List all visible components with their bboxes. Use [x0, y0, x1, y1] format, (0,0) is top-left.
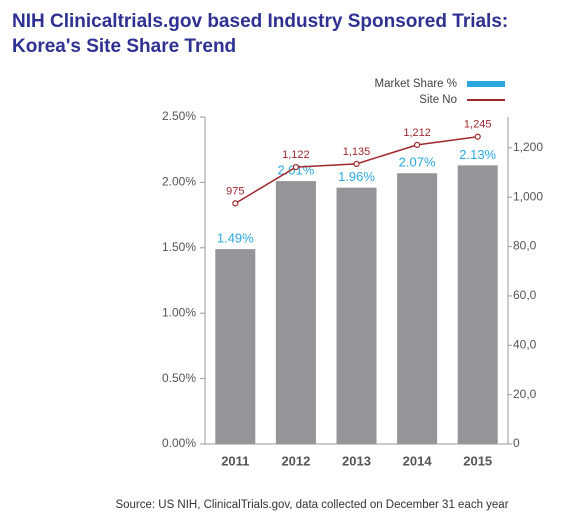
x-tick-label: 2011: [221, 453, 249, 468]
legend-label: Market Share %: [375, 78, 457, 90]
x-tick-label: 2015: [463, 453, 492, 468]
y-tick-label: 2.00%: [162, 175, 196, 189]
line-value-label: 975: [226, 185, 244, 197]
chart-subtitle: Korea's Site Share Trend: [12, 36, 236, 57]
y2-tick-label: 60,0: [513, 288, 537, 302]
y-tick-label: 1.00%: [162, 305, 196, 319]
line-value-label: 1,135: [343, 146, 371, 158]
y-tick-label: 1.50%: [162, 240, 196, 254]
y2-tick-label: 40,0: [513, 337, 537, 351]
bar: [397, 173, 438, 444]
y-tick-label: 0.00%: [162, 436, 196, 450]
y-tick-label: 2.50%: [162, 109, 196, 123]
line-value-label: 1,122: [282, 149, 310, 161]
line-value-label: 1,212: [403, 127, 431, 139]
legend-swatch: [467, 81, 505, 87]
y2-tick-label: 1,200: [513, 140, 543, 154]
line-point: [414, 141, 421, 148]
bar: [457, 165, 498, 444]
legend-label: Site No: [419, 94, 457, 106]
x-tick-label: 2014: [403, 453, 433, 468]
y2-tick-label: 0: [513, 436, 520, 450]
y2-tick-label: 1,000: [513, 189, 543, 203]
bar: [215, 249, 256, 444]
chart-title: NIH Clinicaltrials.gov based Industry Sp…: [12, 11, 508, 32]
bar-value-label: 2.07%: [399, 155, 436, 170]
line-point: [232, 200, 239, 207]
bar: [275, 181, 316, 445]
line-point: [292, 163, 299, 171]
source-note: Source: US NIH, ClinicalTrials.gov, data…: [115, 499, 508, 511]
bar-value-label: 1.96%: [338, 169, 375, 184]
y2-tick-label: 80,0: [513, 239, 537, 253]
y-tick-label: 0.50%: [162, 371, 196, 385]
line-value-label: 1,245: [464, 119, 492, 131]
line-point: [474, 133, 481, 140]
bar-value-label: 1.49%: [217, 231, 254, 246]
bar-value-label: 2.13%: [459, 147, 496, 162]
y2-tick-label: 20,0: [513, 387, 537, 401]
line-point: [353, 160, 360, 167]
x-tick-label: 2012: [281, 453, 310, 468]
x-tick-label: 2013: [342, 453, 371, 468]
bar: [336, 187, 377, 444]
